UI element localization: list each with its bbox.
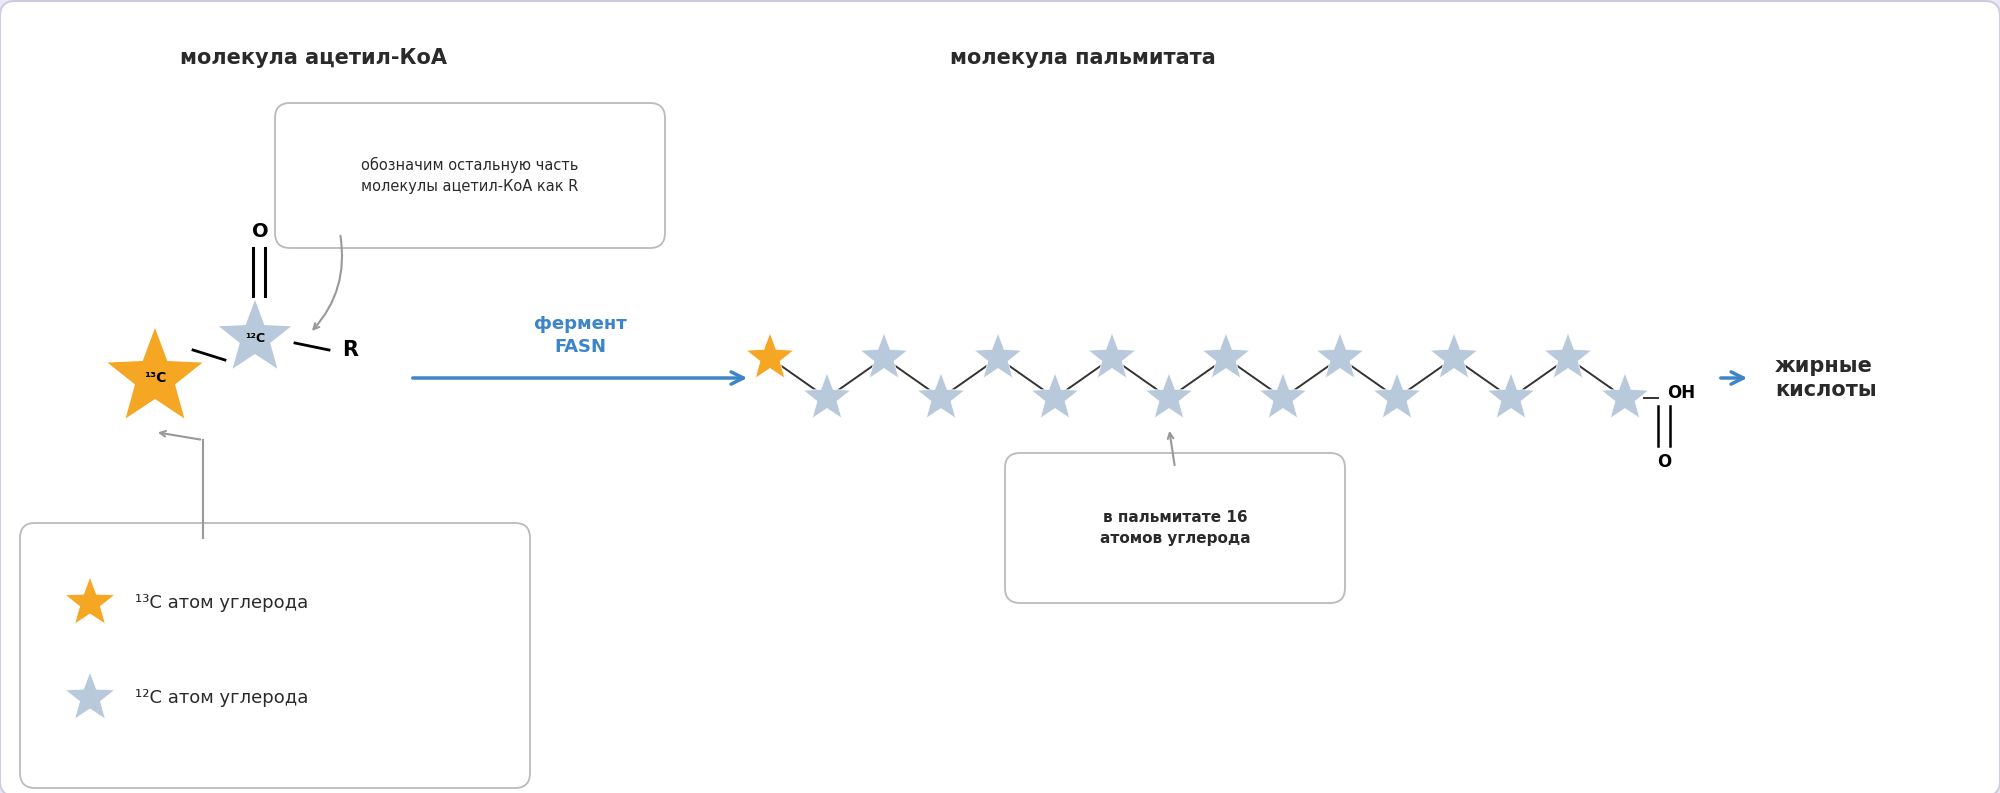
Text: O: O [1656, 453, 1672, 471]
Text: в пальмитате 16
атомов углерода: в пальмитате 16 атомов углерода [1100, 510, 1250, 546]
Polygon shape [1316, 333, 1364, 378]
Text: молекула пальмитата: молекула пальмитата [950, 48, 1216, 68]
Text: OH: OH [1666, 384, 1696, 402]
FancyBboxPatch shape [1004, 453, 1344, 603]
Polygon shape [106, 326, 204, 420]
Polygon shape [66, 672, 114, 719]
Text: обозначим остальную часть
молекулы ацетил-КоА как R: обозначим остальную часть молекулы ацети… [362, 157, 578, 194]
Polygon shape [804, 373, 850, 418]
Polygon shape [216, 298, 294, 370]
Polygon shape [974, 333, 1022, 378]
Polygon shape [1430, 333, 1478, 378]
Text: жирные
кислоты: жирные кислоты [1776, 355, 1876, 400]
Polygon shape [1488, 373, 1534, 418]
FancyBboxPatch shape [276, 103, 664, 248]
Polygon shape [1088, 333, 1136, 378]
Polygon shape [860, 333, 908, 378]
Polygon shape [1146, 373, 1192, 418]
Polygon shape [1260, 373, 1306, 418]
FancyBboxPatch shape [20, 523, 530, 788]
Polygon shape [1032, 373, 1078, 418]
Text: R: R [342, 340, 358, 360]
Text: ¹³С атом углерода: ¹³С атом углерода [136, 594, 308, 612]
Polygon shape [746, 333, 794, 378]
Text: O: O [252, 222, 268, 241]
Polygon shape [1202, 333, 1250, 378]
Polygon shape [918, 373, 964, 418]
Text: ¹³C: ¹³C [144, 371, 166, 385]
Text: ¹²С атом углерода: ¹²С атом углерода [136, 689, 308, 707]
Polygon shape [1602, 373, 1648, 418]
Polygon shape [1544, 333, 1592, 378]
Text: фермент
FASN: фермент FASN [534, 315, 626, 356]
Polygon shape [66, 577, 114, 624]
Polygon shape [1374, 373, 1420, 418]
Text: молекула ацетил-КоА: молекула ацетил-КоА [180, 48, 448, 68]
Text: ¹²C: ¹²C [244, 331, 266, 344]
